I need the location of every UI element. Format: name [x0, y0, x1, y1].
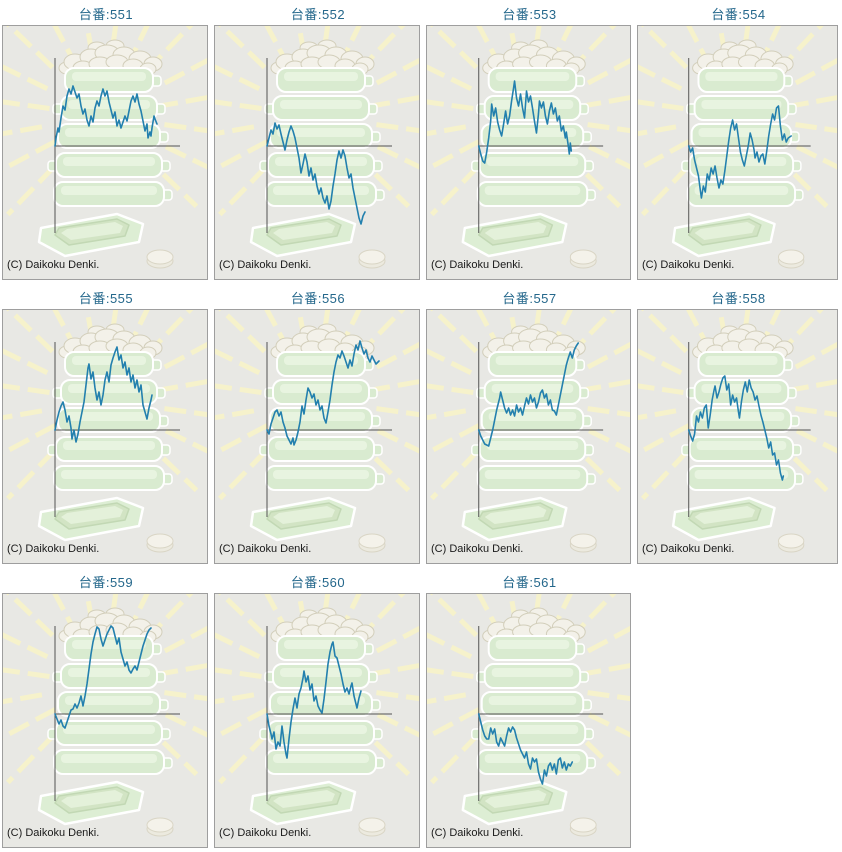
machine-panel-552: 台番:552 (C) Daikoku Denki.	[212, 0, 424, 280]
payout-line	[266, 122, 366, 225]
machine-panel-558: 台番:558 (C) Daikoku Denki.	[635, 284, 842, 564]
machine-illustration	[3, 26, 207, 268]
copyright-label: (C) Daikoku Denki.	[642, 543, 735, 555]
machine-illustration	[3, 310, 207, 552]
copyright-label: (C) Daikoku Denki.	[219, 543, 312, 555]
copyright-label: (C) Daikoku Denki.	[7, 543, 100, 555]
slump-graph[interactable]: (C) Daikoku Denki.	[2, 25, 208, 280]
slump-graph[interactable]: (C) Daikoku Denki.	[2, 593, 208, 848]
copyright-label: (C) Daikoku Denki.	[219, 259, 312, 271]
machine-number-title: 台番:553	[502, 7, 557, 22]
payout-line	[687, 105, 792, 199]
machine-illustration	[3, 594, 207, 836]
machine-panel-551: 台番:551 (C) Daikoku Denki.	[0, 0, 212, 280]
machine-panel-553: 台番:553 (C) Daikoku Denki.	[424, 0, 635, 280]
slump-graph[interactable]: (C) Daikoku Denki.	[426, 593, 631, 848]
machine-panel-559: 台番:559 (C) Daikoku Denki.	[0, 568, 212, 848]
copyright-label: (C) Daikoku Denki.	[431, 543, 524, 555]
copyright-label: (C) Daikoku Denki.	[7, 827, 100, 839]
slump-graph[interactable]: (C) Daikoku Denki.	[214, 593, 420, 848]
slump-graph-svg	[427, 310, 630, 563]
machine-number-title: 台番:554	[711, 7, 766, 22]
slump-graph-svg	[215, 594, 419, 847]
machine-number-title: 台番:560	[290, 575, 346, 590]
slump-graph-svg	[427, 26, 630, 279]
slump-graph-svg	[3, 594, 207, 847]
machine-panel-561: 台番:561 (C) Daikoku Denki.	[424, 568, 635, 848]
slump-graph[interactable]: (C) Daikoku Denki.	[426, 25, 631, 280]
machine-panel-556: 台番:556 (C) Daikoku Denki.	[212, 284, 424, 564]
copyright-label: (C) Daikoku Denki.	[431, 827, 524, 839]
machine-number-title: 台番:558	[711, 291, 766, 306]
machine-number-title: 台番:555	[78, 291, 134, 306]
payout-line	[687, 375, 785, 481]
machine-number-title: 台番:556	[290, 291, 346, 306]
slump-graph[interactable]: (C) Daikoku Denki.	[637, 309, 838, 564]
machine-panel-560: 台番:560 (C) Daikoku Denki.	[212, 568, 424, 848]
machine-number-title: 台番:557	[502, 291, 557, 306]
machine-illustration	[427, 26, 630, 268]
slump-graph-svg	[638, 310, 837, 563]
slump-graph[interactable]: (C) Daikoku Denki.	[214, 309, 420, 564]
slump-graph-svg	[638, 26, 837, 279]
machine-illustration	[638, 26, 837, 268]
copyright-label: (C) Daikoku Denki.	[219, 827, 312, 839]
machine-panel-554: 台番:554 (C) Daikoku Denki.	[635, 0, 842, 280]
slump-graph-svg	[215, 310, 419, 563]
machine-panel-555: 台番:555 (C) Daikoku Denki.	[0, 284, 212, 564]
slump-graph[interactable]: (C) Daikoku Denki.	[637, 25, 838, 280]
slump-graph-svg	[215, 26, 419, 279]
machine-illustration	[215, 310, 419, 552]
payout-line	[54, 625, 152, 729]
machine-illustration	[215, 594, 419, 836]
payout-line	[54, 85, 158, 147]
slump-graph[interactable]: (C) Daikoku Denki.	[2, 309, 208, 564]
copyright-label: (C) Daikoku Denki.	[431, 259, 524, 271]
payout-line	[266, 340, 380, 446]
copyright-label: (C) Daikoku Denki.	[7, 259, 100, 271]
machine-number-title: 台番:551	[78, 7, 134, 22]
payout-line	[477, 342, 580, 447]
payout-line	[477, 80, 573, 164]
machine-number-title: 台番:552	[290, 7, 346, 22]
machine-number-title: 台番:559	[78, 575, 134, 590]
payout-line	[477, 713, 574, 785]
machine-number-title: 台番:561	[502, 575, 557, 590]
slump-graph-svg	[3, 310, 207, 563]
payout-line	[54, 346, 153, 443]
slump-graph[interactable]: (C) Daikoku Denki.	[214, 25, 420, 280]
machine-illustration	[638, 310, 837, 552]
slump-graph-svg	[3, 26, 207, 279]
machine-illustration	[215, 26, 419, 268]
payout-line	[266, 641, 362, 759]
machine-illustration	[427, 310, 630, 552]
slump-graph[interactable]: (C) Daikoku Denki.	[426, 309, 631, 564]
machine-illustration	[427, 594, 630, 836]
copyright-label: (C) Daikoku Denki.	[642, 259, 735, 271]
machine-panel-557: 台番:557 (C) Daikoku Denki.	[424, 284, 635, 564]
slump-graph-svg	[427, 594, 630, 847]
